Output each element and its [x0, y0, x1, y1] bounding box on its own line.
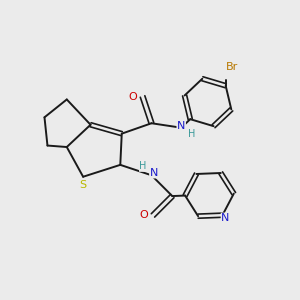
Text: N: N	[221, 213, 230, 223]
Text: O: O	[129, 92, 137, 101]
Text: N: N	[177, 121, 185, 131]
Text: H: H	[188, 129, 195, 139]
Text: O: O	[139, 210, 148, 220]
Text: S: S	[79, 180, 86, 190]
Text: H: H	[140, 161, 147, 171]
Text: Br: Br	[226, 62, 238, 72]
Text: N: N	[150, 168, 158, 178]
